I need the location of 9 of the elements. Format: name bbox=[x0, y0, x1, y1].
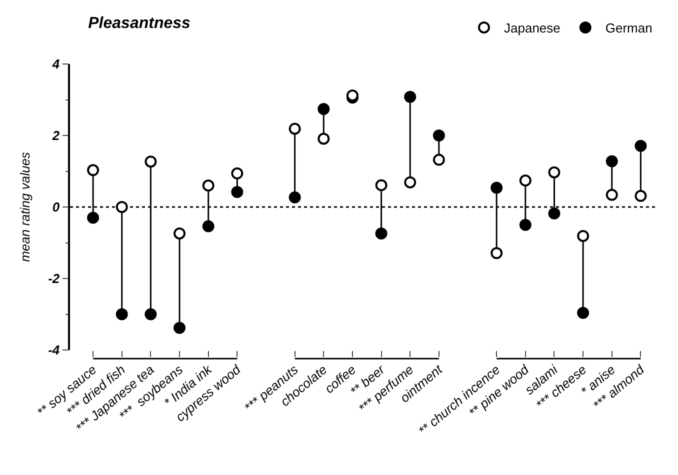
y-tick-label: 4 bbox=[51, 56, 60, 72]
y-axis-title: mean rating values bbox=[18, 152, 33, 262]
legend-label: Japanese bbox=[504, 20, 560, 36]
legend-label: German bbox=[605, 20, 652, 36]
y-tick-label: 0 bbox=[52, 200, 60, 215]
chart-title: Pleasantness bbox=[88, 14, 191, 32]
y-tick-label: -4 bbox=[48, 342, 60, 358]
y-tick-label: 2 bbox=[51, 128, 60, 144]
y-tick-label: -2 bbox=[48, 271, 60, 286]
